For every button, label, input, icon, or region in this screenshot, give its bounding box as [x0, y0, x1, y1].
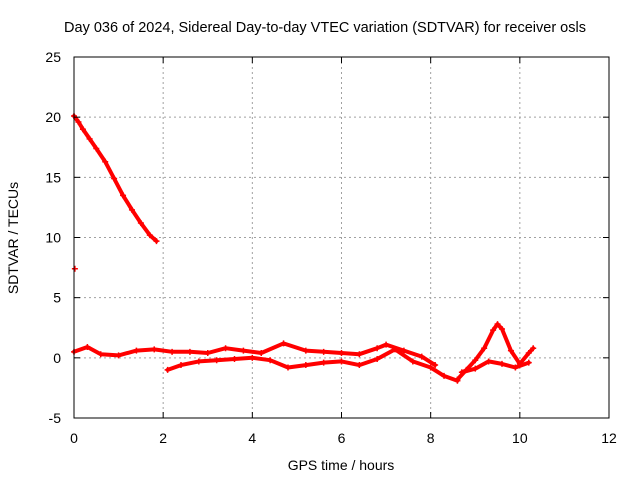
data-point — [338, 358, 345, 365]
data-point — [258, 350, 265, 357]
y-tick-label: 10 — [45, 230, 61, 246]
data-point — [178, 362, 184, 369]
x-axis-label: GPS time / hours — [288, 457, 395, 473]
data-point — [392, 346, 398, 353]
data-point — [494, 321, 501, 328]
data-point — [169, 348, 176, 355]
data-point — [79, 126, 86, 133]
y-tick-label: -5 — [49, 410, 62, 426]
data-point — [222, 345, 229, 352]
data-point — [374, 345, 381, 352]
data-point — [458, 369, 465, 376]
y-tick-label: 20 — [45, 109, 61, 125]
data-point — [213, 357, 220, 364]
data-point — [240, 347, 247, 354]
series-isolated-point — [71, 265, 78, 272]
series-line — [72, 341, 438, 368]
data-point — [512, 364, 519, 371]
data-point — [186, 348, 193, 355]
data-point — [499, 325, 505, 332]
data-point — [427, 364, 434, 371]
data-point — [133, 347, 140, 354]
data-point — [356, 362, 363, 369]
data-point — [97, 351, 104, 358]
data-point — [418, 353, 425, 360]
data-point — [146, 232, 153, 239]
data-point — [454, 376, 461, 383]
data-point — [374, 356, 381, 363]
x-tick-label: 10 — [512, 430, 528, 446]
data-point — [84, 344, 91, 351]
series-upper-band — [71, 340, 439, 369]
data-point — [151, 346, 158, 353]
data-point — [472, 357, 479, 364]
data-point — [195, 358, 202, 365]
series-declining-track — [71, 112, 160, 245]
grid — [74, 57, 609, 418]
x-tick-label: 12 — [601, 430, 617, 446]
x-tick-label: 2 — [159, 430, 167, 446]
data-point — [93, 145, 100, 152]
y-tick-label: 25 — [45, 49, 61, 65]
data-point — [383, 341, 390, 348]
data-point — [338, 350, 345, 357]
data-point — [302, 362, 309, 369]
data-point — [485, 358, 492, 365]
ticks: 0 2 4 6 8 10 12 -5 0 5 10 15 20 25 — [45, 49, 617, 446]
x-tick-label: 6 — [338, 430, 346, 446]
data-point — [499, 360, 505, 367]
data-point — [525, 350, 532, 357]
data-point — [490, 327, 497, 334]
data-point — [115, 352, 122, 359]
data-point — [267, 357, 274, 364]
data-point — [400, 347, 407, 354]
data-point — [75, 118, 82, 125]
data-point — [432, 362, 439, 369]
data-point — [137, 220, 144, 227]
data-point — [320, 359, 327, 366]
data-point — [481, 345, 488, 352]
data-point — [102, 158, 109, 165]
series-end-tail — [458, 358, 532, 376]
x-tick-label: 0 — [70, 430, 78, 446]
data-point — [356, 351, 363, 358]
chart-title: Day 036 of 2024, Sidereal Day-to-day VTE… — [64, 20, 586, 36]
data-point — [86, 135, 93, 142]
y-tick-label: 15 — [45, 169, 61, 185]
data-point — [120, 192, 127, 199]
data-series — [71, 112, 537, 384]
data-point — [111, 175, 118, 182]
data-point — [285, 364, 291, 371]
y-tick-label: 5 — [53, 290, 61, 306]
data-point — [320, 348, 327, 355]
y-axis-label: SDTVAR / TECUs — [5, 182, 21, 294]
data-point — [409, 358, 416, 365]
data-point — [507, 347, 514, 354]
data-point — [249, 354, 256, 361]
series-end-spike — [454, 321, 537, 383]
series-lower-band — [164, 346, 461, 384]
x-tick-label: 8 — [427, 430, 435, 446]
data-point — [153, 238, 160, 245]
data-point — [472, 365, 479, 372]
data-point — [525, 359, 532, 366]
data-point — [280, 340, 287, 347]
y-tick-label: 0 — [53, 350, 61, 366]
data-point — [441, 372, 448, 379]
data-point — [71, 265, 78, 272]
x-tick-label: 4 — [248, 430, 256, 446]
data-point — [231, 356, 238, 363]
data-point — [128, 206, 135, 213]
data-point — [164, 366, 171, 373]
data-point — [204, 350, 211, 357]
data-point — [302, 347, 309, 354]
data-point — [530, 345, 537, 352]
